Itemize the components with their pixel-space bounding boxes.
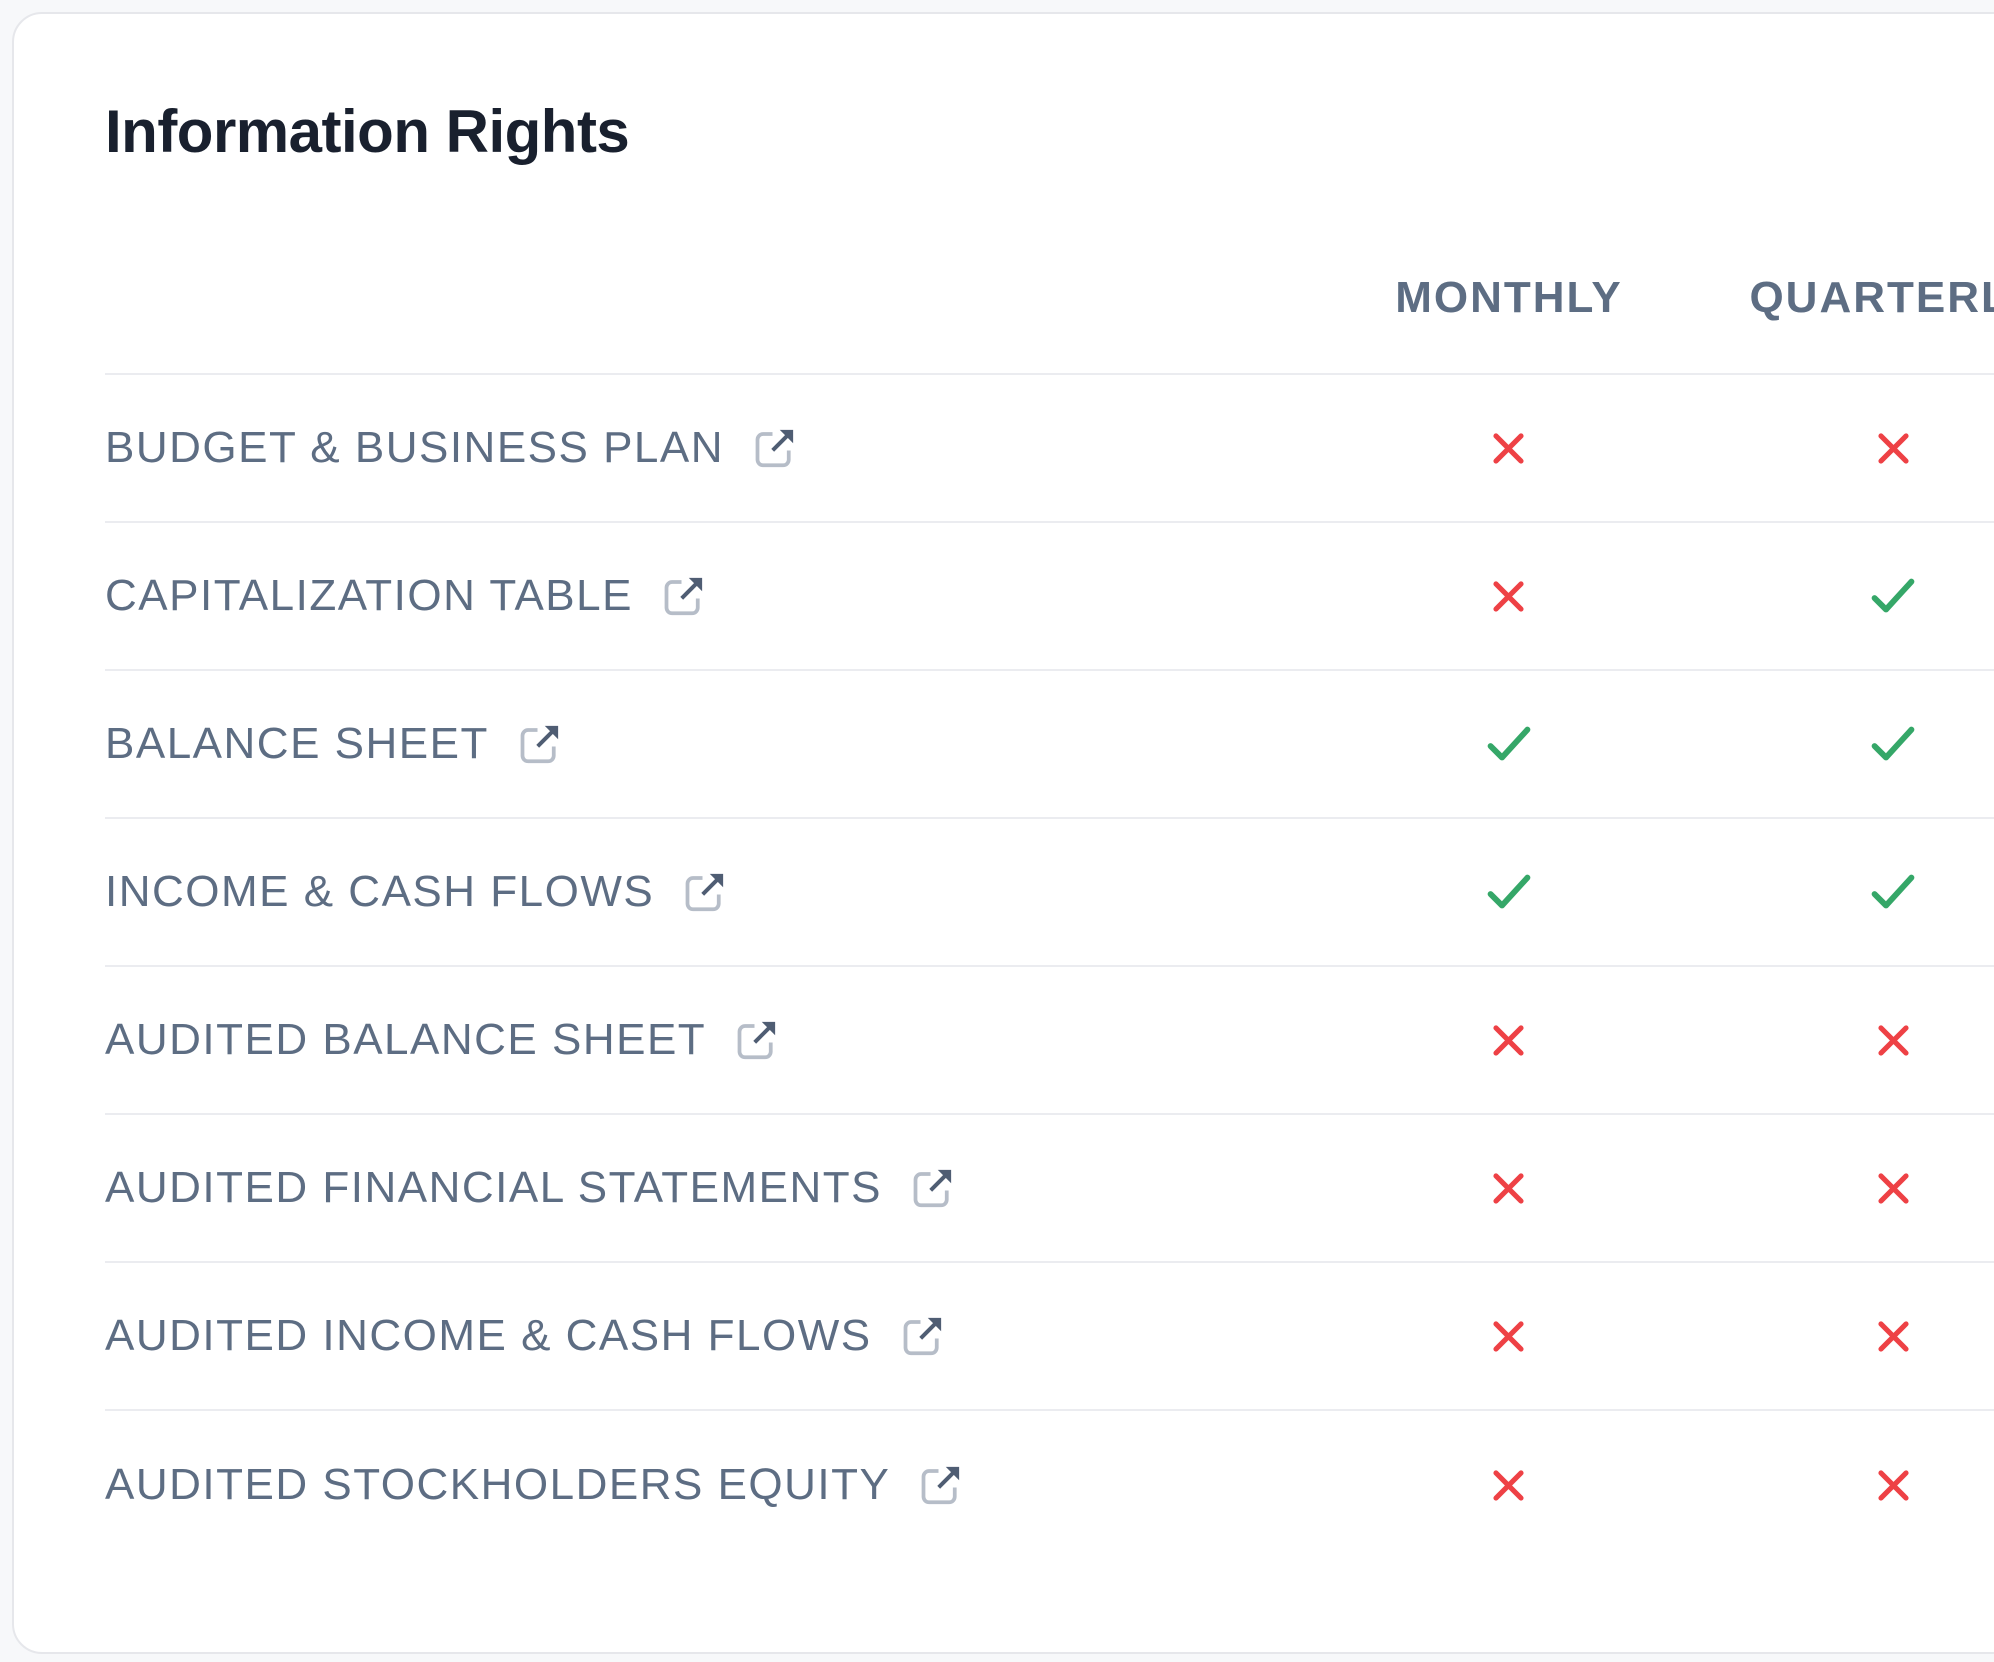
column-header-monthly: MONTHLY: [1359, 273, 1658, 323]
monthly-mark-cell: [1359, 865, 1658, 919]
cross-icon: [1870, 425, 1917, 472]
table-body: BUDGET & BUSINESS PLAN CAPITALIZATION TA…: [105, 375, 1994, 1559]
table-row: AUDITED BALANCE SHEET: [105, 967, 1994, 1115]
monthly-mark-cell: [1359, 573, 1658, 620]
row-label: AUDITED FINANCIAL STATEMENTS: [105, 1163, 883, 1212]
row-label: CAPITALIZATION TABLE: [105, 571, 633, 620]
cross-icon: [1485, 1017, 1532, 1064]
table-row: AUDITED STOCKHOLDERS EQUITY: [105, 1411, 1994, 1559]
monthly-mark-cell: [1359, 1165, 1658, 1212]
check-icon: [1482, 717, 1536, 771]
table-row: BALANCE SHEET: [105, 671, 1994, 819]
row-label-cell: AUDITED FINANCIAL STATEMENTS: [105, 1163, 1359, 1213]
monthly-mark-cell: [1359, 1462, 1658, 1509]
monthly-mark-cell: [1359, 1017, 1658, 1064]
table-header-row: MONTHLY QUARTERLY: [105, 164, 1994, 375]
cross-icon: [1485, 573, 1532, 620]
monthly-mark-cell: [1359, 717, 1658, 771]
cross-icon: [1870, 1017, 1917, 1064]
external-link-icon[interactable]: [750, 423, 800, 473]
check-icon: [1482, 865, 1536, 919]
row-label-cell: BALANCE SHEET: [105, 719, 1359, 769]
information-rights-card: Information Rights MONTHLY QUARTERLY BUD…: [12, 12, 1994, 1654]
cross-icon: [1870, 1313, 1917, 1360]
row-label: AUDITED INCOME & CASH FLOWS: [105, 1311, 872, 1360]
monthly-mark-cell: [1359, 1313, 1658, 1360]
column-header-label: MONTHLY: [1395, 273, 1623, 322]
row-label-cell: BUDGET & BUSINESS PLAN: [105, 423, 1359, 473]
cross-icon: [1870, 1165, 1917, 1212]
table-row: BUDGET & BUSINESS PLAN: [105, 375, 1994, 523]
external-link-icon[interactable]: [680, 867, 730, 917]
row-label: INCOME & CASH FLOWS: [105, 867, 655, 916]
row-label-cell: AUDITED STOCKHOLDERS EQUITY: [105, 1460, 1359, 1510]
check-icon: [1866, 865, 1920, 919]
row-label-cell: CAPITALIZATION TABLE: [105, 571, 1359, 621]
external-link-icon[interactable]: [732, 1015, 782, 1065]
row-label-cell: INCOME & CASH FLOWS: [105, 867, 1359, 917]
row-label: BUDGET & BUSINESS PLAN: [105, 423, 725, 472]
external-link-icon[interactable]: [659, 571, 709, 621]
column-header-quarterly: QUARTERLY: [1744, 273, 1994, 323]
row-label: AUDITED BALANCE SHEET: [105, 1015, 707, 1064]
monthly-mark-cell: [1359, 425, 1658, 472]
external-link-icon[interactable]: [908, 1163, 958, 1213]
cross-icon: [1485, 425, 1532, 472]
quarterly-mark-cell: [1744, 569, 1994, 623]
check-icon: [1866, 569, 1920, 623]
row-label: AUDITED STOCKHOLDERS EQUITY: [105, 1460, 891, 1509]
external-link-icon[interactable]: [515, 719, 565, 769]
cross-icon: [1485, 1165, 1532, 1212]
cross-icon: [1485, 1313, 1532, 1360]
quarterly-mark-cell: [1744, 425, 1994, 472]
table-row: INCOME & CASH FLOWS: [105, 819, 1994, 967]
quarterly-mark-cell: [1744, 1313, 1994, 1360]
quarterly-mark-cell: [1744, 1462, 1994, 1509]
cross-icon: [1870, 1462, 1917, 1509]
table-row: CAPITALIZATION TABLE: [105, 523, 1994, 671]
external-link-icon[interactable]: [916, 1460, 966, 1510]
row-label-cell: AUDITED BALANCE SHEET: [105, 1015, 1359, 1065]
table-row: AUDITED INCOME & CASH FLOWS: [105, 1263, 1994, 1411]
row-label-cell: AUDITED INCOME & CASH FLOWS: [105, 1311, 1359, 1361]
external-link-icon[interactable]: [898, 1311, 948, 1361]
row-label: BALANCE SHEET: [105, 719, 489, 768]
quarterly-mark-cell: [1744, 865, 1994, 919]
cross-icon: [1485, 1462, 1532, 1509]
quarterly-mark-cell: [1744, 1165, 1994, 1212]
quarterly-mark-cell: [1744, 717, 1994, 771]
card-title: Information Rights: [105, 98, 630, 165]
check-icon: [1866, 717, 1920, 771]
table-row: AUDITED FINANCIAL STATEMENTS: [105, 1115, 1994, 1263]
column-header-label: QUARTERLY: [1749, 273, 1994, 322]
quarterly-mark-cell: [1744, 1017, 1994, 1064]
